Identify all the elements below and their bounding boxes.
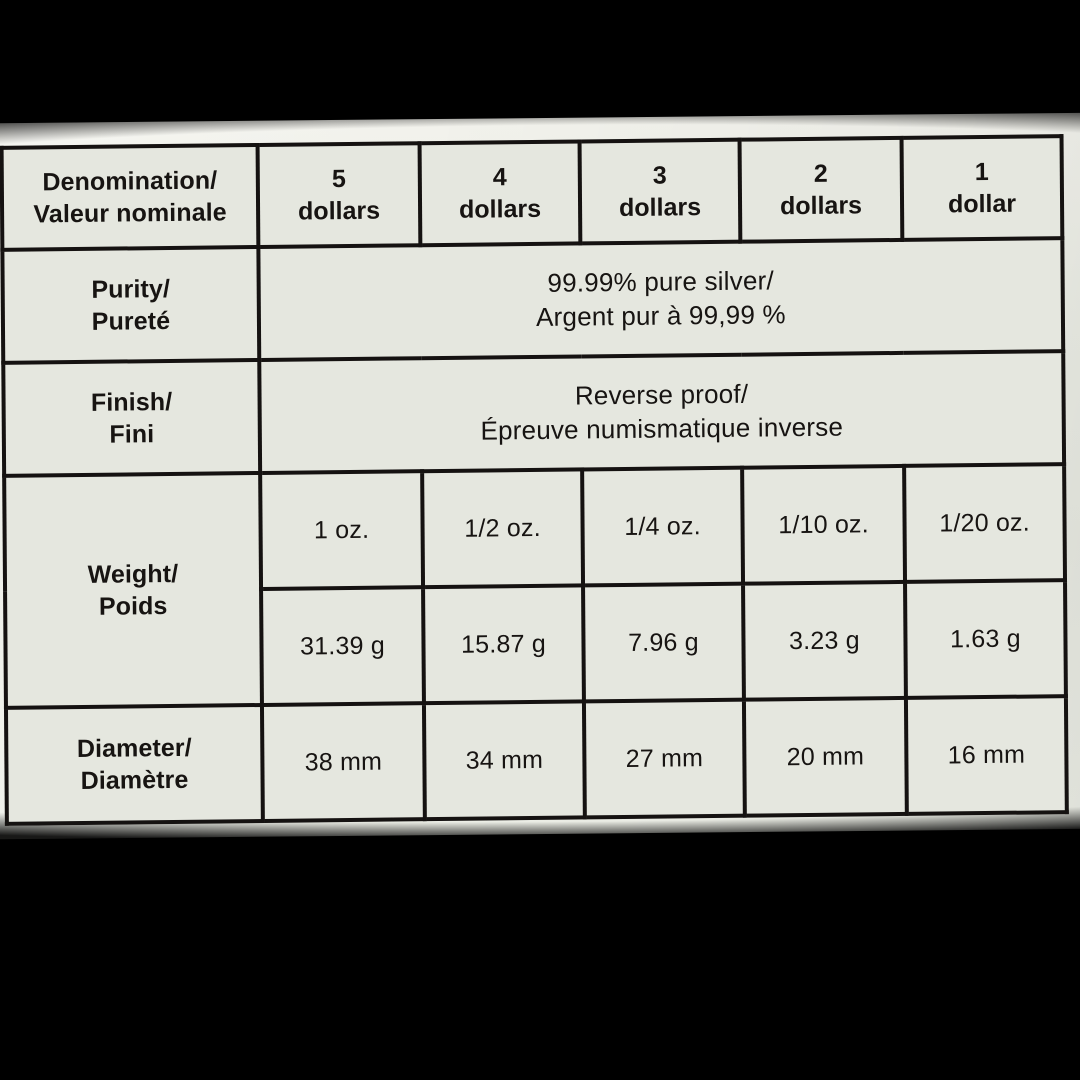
row-label-purity-en: Purity/ (91, 274, 171, 304)
row-label-denomination-fr: Valeur nominale (33, 198, 227, 229)
cell-finish-value: Reverse proof/ Épreuve numismatique inve… (259, 351, 1065, 473)
cell-denomination-3-dollars: 3 dollars (579, 139, 741, 244)
cell-diameter-4-dollars: 34 mm (423, 701, 585, 820)
row-label-weight-en: Weight/ (87, 559, 179, 589)
table-row-purity: Purity/ Pureté 99.99% pure silver/ Argen… (2, 238, 1064, 363)
cell-diameter-1-dollar: 16 mm (905, 696, 1067, 814)
denomination-2-unit: dollars (779, 191, 863, 221)
row-label-denomination-en: Denomination/ (42, 166, 218, 197)
cell-weight-oz-3-dollars: 1/4 oz. (582, 467, 744, 586)
cell-diameter-5-dollars: 38 mm (261, 703, 425, 821)
table-row-finish: Finish/ Fini Reverse proof/ Épreuve numi… (3, 351, 1065, 476)
denomination-5-unit: dollars (297, 196, 381, 226)
row-label-finish-en: Finish/ (90, 387, 173, 417)
cell-denomination-4-dollars: 4 dollars (419, 141, 581, 246)
cell-denomination-5-dollars: 5 dollars (257, 143, 421, 247)
table-row-denomination: Denomination/ Valeur nominale 5 dollars … (1, 136, 1063, 250)
denomination-3-unit: dollars (618, 193, 702, 223)
denomination-1-number: 1 (974, 157, 989, 187)
row-label-weight-fr: Poids (98, 592, 168, 621)
row-label-weight: Weight/ Poids (4, 472, 262, 708)
row-label-purity: Purity/ Pureté (2, 246, 260, 363)
denomination-3-number: 3 (652, 161, 667, 190)
cell-weight-oz-2-dollars: 1/10 oz. (742, 465, 906, 584)
cell-weight-g-3-dollars: 7.96 g (583, 583, 744, 702)
table-row-weight-ounces: Weight/ Poids 1 oz. 1/2 oz. 1/4 oz. 1/10… (4, 464, 1066, 708)
cell-weight-g-1-dollar: 1.63 g (905, 580, 1066, 698)
cell-denomination-2-dollars: 2 dollars (739, 137, 903, 242)
denomination-4-unit: dollars (458, 194, 542, 224)
specification-table: Denomination/ Valeur nominale 5 dollars … (0, 134, 1069, 826)
denomination-5-number: 5 (331, 165, 346, 194)
row-label-denomination: Denomination/ Valeur nominale (1, 145, 259, 250)
cell-purity-value: 99.99% pure silver/ Argent pur à 99,99 % (258, 238, 1064, 360)
row-label-finish: Finish/ Fini (3, 359, 261, 476)
row-label-purity-fr: Pureté (91, 306, 171, 336)
row-label-finish-fr: Fini (109, 419, 155, 449)
denomination-1-unit: dollar (947, 189, 1017, 219)
table-row-diameter: Diameter/ Diamètre 38 mm 34 mm 27 mm 20 … (5, 696, 1067, 824)
row-label-diameter-fr: Diamètre (80, 765, 189, 795)
cell-weight-g-2-dollars: 3.23 g (743, 581, 906, 700)
denomination-2-number: 2 (813, 159, 828, 188)
row-label-diameter-en: Diameter/ (76, 733, 192, 764)
cell-diameter-2-dollars: 20 mm (743, 697, 907, 816)
cell-denomination-1-dollar: 1 dollar (901, 136, 1063, 240)
row-label-diameter: Diameter/ Diamètre (5, 704, 263, 824)
cell-weight-g-5-dollars: 31.39 g (261, 587, 424, 705)
denomination-4-number: 4 (492, 163, 507, 192)
cell-diameter-3-dollars: 27 mm (583, 699, 745, 818)
cell-weight-oz-4-dollars: 1/2 oz. (422, 469, 584, 588)
cell-weight-g-4-dollars: 15.87 g (423, 585, 584, 704)
specification-table-container: Denomination/ Valeur nominale 5 dollars … (0, 134, 1069, 826)
cell-weight-oz-1-dollar: 1/20 oz. (904, 464, 1066, 582)
cell-weight-oz-5-dollars: 1 oz. (260, 471, 424, 589)
